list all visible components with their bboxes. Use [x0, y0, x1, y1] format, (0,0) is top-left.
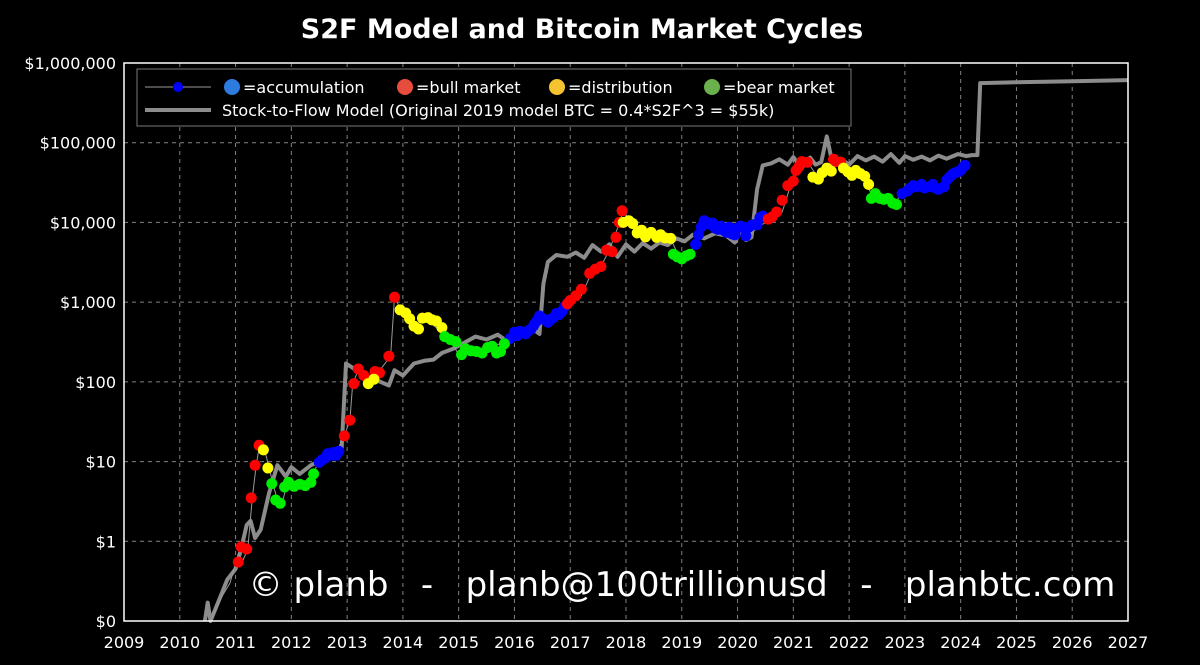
bear-market-point	[305, 476, 317, 488]
accumulation-point	[740, 230, 752, 242]
y-tick-label: $10	[85, 453, 116, 472]
market-cycle-points-layer	[232, 153, 971, 568]
y-tick-label: $1,000	[60, 293, 116, 312]
bull-market-point	[358, 370, 370, 381]
x-tick-label: 2024	[940, 633, 981, 652]
y-tick-label: $1	[96, 532, 116, 551]
legend-bull-label: =bull market	[416, 78, 520, 97]
accumulation-point	[333, 445, 345, 457]
x-tick-label: 2015	[438, 633, 479, 652]
bull-market-point	[232, 556, 244, 568]
legend-bear-icon	[704, 79, 720, 95]
bull-market-point	[389, 291, 400, 303]
accumulation-point	[959, 159, 971, 171]
bull-market-point	[787, 175, 799, 187]
bull-market-point	[595, 261, 607, 272]
accumulation-point	[690, 238, 702, 250]
legend-accumulation-label: =accumulation	[243, 78, 365, 97]
x-tick-label: 2022	[829, 633, 870, 652]
x-tick-label: 2017	[550, 633, 591, 652]
x-tick-label: 2021	[773, 633, 814, 652]
x-tick-label: 2018	[606, 633, 647, 652]
x-tick-label: 2023	[885, 633, 926, 652]
bull-market-point	[338, 430, 350, 442]
bear-market-point	[274, 497, 286, 509]
bull-market-point	[383, 350, 395, 362]
x-axis: 2009 2010 2011 2012 2013 2014 2015 2016 2017 2018…	[104, 633, 1149, 652]
bull-market-point	[771, 206, 783, 218]
x-tick-label: 2013	[327, 633, 368, 652]
bear-market-point	[450, 336, 462, 348]
bear-market-point	[891, 199, 902, 210]
bull-market-point	[610, 231, 622, 243]
x-tick-label: 2025	[996, 633, 1037, 652]
bull-market-point	[616, 205, 628, 217]
x-tick-label: 2026	[1052, 633, 1093, 652]
distribution-point	[368, 373, 380, 385]
distribution-point	[859, 170, 871, 182]
y-tick-label: $100	[75, 373, 116, 392]
bull-market-point	[344, 414, 356, 426]
bull-market-point	[245, 492, 257, 504]
bear-market-point	[498, 338, 510, 350]
distribution-point	[825, 165, 837, 177]
grid-layer	[124, 63, 1128, 621]
bear-market-point	[308, 468, 320, 480]
x-tick-label: 2011	[215, 633, 256, 652]
distribution-point	[627, 218, 639, 229]
legend-distribution-label: =distribution	[568, 78, 673, 97]
y-tick-label: $10,000	[50, 213, 116, 232]
watermark: © planb - planb@100trillionusd - planbtc…	[249, 565, 1116, 605]
x-tick-label: 2009	[104, 633, 145, 652]
x-tick-label: 2019	[661, 633, 702, 652]
bear-market-point	[266, 478, 278, 490]
legend-bear-label: =bear market	[723, 78, 835, 97]
legend-box	[136, 68, 852, 127]
x-tick-label: 2010	[159, 633, 200, 652]
bull-market-point	[241, 543, 253, 555]
bull-market-point	[348, 378, 360, 390]
distribution-point	[436, 322, 448, 334]
plot-frame	[123, 62, 1129, 622]
x-tick-label: 2012	[271, 633, 312, 652]
x-tick-label: 2027	[1108, 633, 1149, 652]
legend: =accumulation =bull market =distribution…	[136, 68, 852, 127]
distribution-point	[262, 462, 274, 474]
distribution-point	[257, 444, 269, 456]
x-tick-label: 2016	[494, 633, 535, 652]
bull-market-point	[575, 283, 587, 295]
bear-market-point	[684, 248, 696, 260]
legend-distribution-icon	[549, 79, 565, 95]
legend-accumulation-icon	[224, 79, 240, 95]
y-tick-label: $100,000	[40, 134, 116, 153]
y-axis: $0 $1 $10 $100 $1,000 $10,000 $100,000 $1,000,0…	[24, 54, 116, 631]
legend-price-dot-swatch	[173, 82, 183, 92]
bull-market-point	[801, 156, 813, 168]
distribution-point	[665, 232, 677, 244]
bull-market-point	[249, 459, 261, 471]
chart-title: S2F Model and Bitcoin Market Cycles	[301, 14, 863, 45]
legend-bull-icon	[397, 79, 413, 95]
distribution-point	[863, 178, 875, 190]
legend-model-label: Stock-to-Flow Model (Original 2019 model…	[222, 101, 774, 120]
bull-market-point	[606, 246, 618, 258]
y-tick-label: $1,000,000	[24, 54, 116, 73]
distribution-point	[413, 323, 424, 335]
x-tick-label: 2014	[383, 633, 424, 652]
x-tick-label: 2020	[717, 633, 758, 652]
y-tick-label: $0	[96, 612, 116, 631]
bull-market-point	[776, 194, 788, 206]
